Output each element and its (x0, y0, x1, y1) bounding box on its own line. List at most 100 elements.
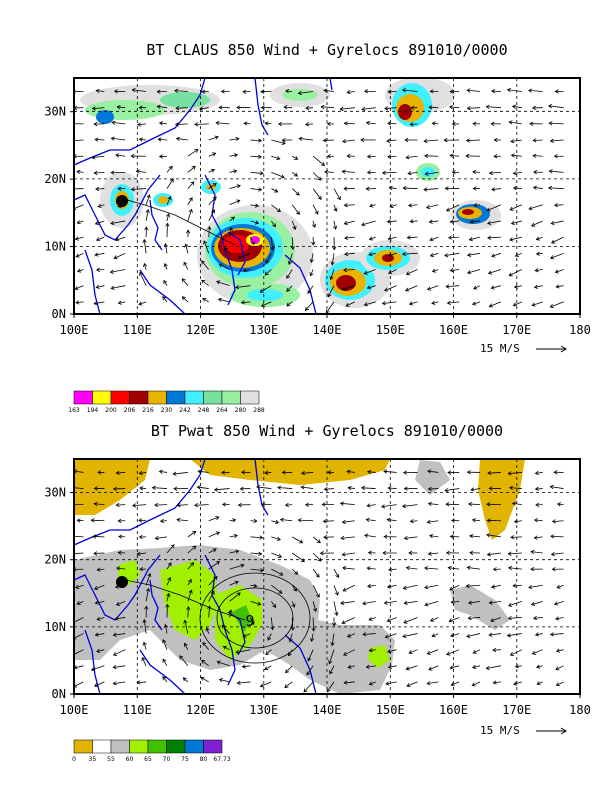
wind-vector (344, 235, 355, 240)
wind-vector (360, 485, 376, 491)
wind-vector (507, 565, 522, 571)
wind-vector (284, 681, 293, 689)
wind-vector (447, 470, 460, 475)
wind-vector (187, 165, 196, 173)
wind-vector (163, 623, 169, 634)
wind-vector (466, 88, 481, 93)
wind-vector (487, 470, 501, 476)
wind-vector (237, 502, 251, 508)
wind-vector (297, 90, 314, 96)
wind-vector (492, 647, 501, 653)
wind-vector (213, 487, 230, 492)
wind-vector (324, 169, 334, 175)
wind-vector (234, 285, 251, 290)
colorbar-label: 242 (179, 407, 191, 414)
wind-vector (403, 535, 418, 541)
wind-vector (513, 284, 522, 289)
wind-vector (312, 585, 320, 598)
wind-vector (509, 204, 522, 211)
wind-vector (333, 568, 340, 578)
wind-vector (174, 88, 188, 93)
wind-vector (92, 534, 105, 539)
wind-vector (328, 649, 335, 665)
wind-vector (76, 169, 84, 174)
wind-vector (488, 632, 501, 637)
claus-axis-ticks: 100E 110E 120E 130E 140E 150E 160E 170E 180 30N 20… (44, 105, 591, 337)
lat-label-0n: 0N (52, 307, 66, 321)
wind-vector (403, 617, 418, 624)
wind-vector (306, 665, 314, 676)
wind-vector (229, 216, 235, 222)
wind-vector (486, 533, 501, 538)
colorbar-swatch (184, 390, 204, 405)
colorbar-label: 163 (68, 407, 80, 414)
wind-vector (312, 172, 322, 181)
wind-vector (201, 659, 209, 667)
wind-vector (387, 236, 397, 241)
colorbar-label: 288 (253, 407, 265, 414)
wind-vector (110, 285, 126, 290)
wind-vector (451, 170, 460, 175)
wind-vector (326, 681, 335, 693)
wind-vector (145, 194, 151, 205)
wind-vector (264, 470, 272, 475)
wind-vector (510, 220, 522, 225)
colorbar-label: 230 (161, 407, 173, 414)
wind-vector (90, 665, 105, 672)
wind-vector (208, 196, 217, 206)
wind-vector (444, 252, 460, 258)
wind-vector (208, 135, 219, 141)
wind-vector (322, 138, 334, 143)
wind-vector (423, 138, 439, 144)
wind-vector (343, 121, 355, 126)
wind-vector (531, 301, 543, 307)
wind-vector (229, 136, 240, 142)
colorbar-swatch (184, 739, 204, 754)
wind-vector (507, 551, 522, 556)
wind-vector (286, 269, 293, 279)
wind-vector (320, 104, 334, 110)
wind-vector (345, 301, 356, 307)
wind-vector (491, 89, 501, 94)
wind-vector (403, 600, 418, 606)
wind-vector (202, 297, 209, 303)
wind-vector (285, 665, 293, 674)
wind-vector (402, 186, 418, 191)
wind-vector (236, 680, 251, 686)
wind-vector (466, 269, 481, 275)
wind-vector (298, 136, 314, 141)
wind-vector (229, 518, 237, 523)
wind-vector (305, 122, 314, 127)
wind-vector (311, 617, 316, 632)
wind-vector (467, 600, 481, 605)
wind-vector (387, 89, 397, 94)
wind-vector (466, 470, 481, 475)
wind-vector (95, 267, 105, 272)
pwat-gyre-circles (199, 572, 311, 664)
wind-vector (74, 469, 84, 474)
wind-vector (471, 518, 481, 523)
wind-vector (131, 87, 147, 93)
wind-vector (224, 247, 230, 254)
wind-vector (74, 649, 84, 657)
wind-vector (166, 165, 173, 173)
wind-vector (368, 236, 376, 241)
wind-vector (216, 280, 230, 287)
wind-vector (530, 600, 543, 606)
wind-vector (95, 284, 105, 289)
wind-vector (528, 204, 543, 211)
wind-vector (291, 172, 298, 177)
lat-label-10n: 10N (44, 240, 66, 254)
wind-vector (95, 88, 105, 93)
wind-vector (166, 577, 172, 586)
wind-vector (76, 518, 84, 523)
wind-vector (429, 252, 439, 258)
wind-vector (208, 182, 217, 189)
wind-vector (387, 154, 397, 159)
wind-vector (554, 89, 564, 94)
wind-vector (341, 552, 355, 557)
wind-vector (166, 592, 171, 602)
wind-vector (259, 285, 272, 293)
wind-vector (91, 106, 105, 111)
claus-colorbar: 163 194 200 206 216 230 242 248 264 280 288 (68, 390, 265, 414)
